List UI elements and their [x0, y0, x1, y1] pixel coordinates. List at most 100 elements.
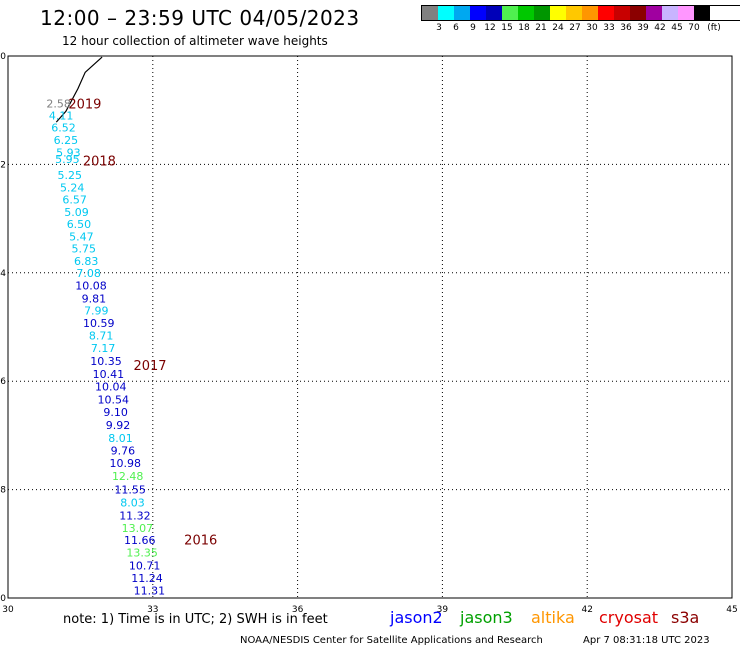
- wave-height-label: 7.17: [91, 342, 116, 355]
- wave-height-label: 4.11: [49, 110, 74, 123]
- wave-height-label: 9.92: [106, 419, 131, 432]
- color-swatch: [614, 6, 630, 20]
- color-scale-label: 6: [453, 23, 459, 33]
- y-tick-label: -30: [0, 52, 6, 62]
- wave-height-label: 10.08: [75, 279, 107, 292]
- wave-height-label: 9.10: [103, 406, 128, 419]
- color-scale-label: 27: [569, 23, 581, 33]
- wave-height-label: 10.98: [110, 457, 142, 470]
- legend-s3a: s3a: [671, 608, 700, 627]
- color-swatch: [518, 6, 534, 20]
- wave-height-label: 10.04: [95, 381, 127, 394]
- wave-height-label: 10.41: [93, 368, 125, 381]
- color-swatch: [550, 6, 566, 20]
- wave-height-label: 11.31: [134, 584, 166, 597]
- color-swatch: [438, 6, 454, 20]
- color-scale-label: 12: [484, 23, 496, 33]
- color-scale-label: 45: [671, 23, 683, 33]
- color-swatch: [582, 6, 598, 20]
- chart-subtitle: 12 hour collection of altimeter wave hei…: [62, 34, 328, 48]
- color-scale-unit: (ft): [707, 23, 721, 33]
- color-swatch: [678, 6, 694, 20]
- wave-height-label: 7.99: [84, 305, 109, 318]
- color-swatch: [646, 6, 662, 20]
- color-swatch: [470, 6, 486, 20]
- wave-height-label: 6.83: [74, 255, 99, 268]
- wave-height-label: 6.52: [51, 122, 76, 135]
- color-scale-label: 70: [688, 23, 700, 33]
- legend-altika: altika: [531, 608, 575, 627]
- x-tick-label: 30: [2, 605, 14, 615]
- color-scale-label: 30: [586, 23, 598, 33]
- wave-height-label: 6.57: [62, 194, 87, 207]
- wave-height-label: 5.24: [60, 182, 85, 195]
- wave-height-label: 5.09: [64, 206, 89, 219]
- wave-height-label: 10.59: [83, 317, 115, 330]
- x-tick-label: 45: [726, 605, 737, 615]
- color-swatch: [694, 6, 710, 20]
- color-scale-label: 36: [620, 23, 632, 33]
- wave-height-label: 8.03: [120, 497, 145, 510]
- color-swatch: [566, 6, 582, 20]
- wave-height-label: 7.08: [76, 267, 101, 280]
- color-scale-labels: 3 6 9 12 15 18 21 24 27 30 33 36 39 42 45 70 (ft): [421, 21, 740, 35]
- year-label: 2017: [133, 359, 166, 374]
- color-scale-label: 33: [603, 23, 615, 33]
- color-swatch: [598, 6, 614, 20]
- footer-credit: NOAA/NESDIS Center for Satellite Applica…: [240, 635, 543, 646]
- color-scale-label: 42: [654, 23, 666, 33]
- wave-height-label: 5.75: [72, 242, 97, 255]
- wave-height-label: 5.25: [58, 169, 83, 182]
- y-tick-label: -34: [0, 269, 6, 279]
- wave-height-label: 9.81: [82, 292, 107, 305]
- color-swatch: [502, 6, 518, 20]
- y-tick-label: -32: [0, 160, 6, 170]
- wave-height-label: 11.24: [131, 572, 163, 585]
- wave-height-label: 5.95: [55, 153, 80, 166]
- wave-height-label: 12.48: [112, 470, 144, 483]
- plot-frame: [7, 55, 733, 599]
- color-swatch: [454, 6, 470, 20]
- wave-height-label: 2.58: [46, 98, 71, 111]
- footer-timestamp: Apr 7 08:31:18 UTC 2023: [583, 635, 710, 646]
- wave-height-label: 8.71: [89, 330, 114, 343]
- color-scale-label: 18: [518, 23, 530, 33]
- color-scale-label: 39: [637, 23, 649, 33]
- wave-height-label: 5.93: [56, 146, 81, 159]
- wave-height-label: 11.55: [114, 484, 146, 497]
- wave-height-label: 10.35: [90, 355, 122, 368]
- color-swatch: [422, 6, 438, 20]
- y-tick-label: -36: [0, 377, 6, 387]
- color-swatch: [534, 6, 550, 20]
- legend-cryosat: cryosat: [599, 608, 659, 627]
- wave-height-label: 10.54: [97, 394, 129, 407]
- y-tick-label: -38: [0, 486, 6, 496]
- color-scale-label: 15: [501, 23, 513, 33]
- wave-height-label: 5.47: [69, 230, 94, 243]
- color-swatch: [662, 6, 678, 20]
- color-scale-label: 9: [470, 23, 476, 33]
- color-scale-swatches: [421, 5, 740, 21]
- footer-note: note: 1) Time is in UTC; 2) SWH is in fe…: [63, 612, 328, 627]
- x-tick-label: 33: [147, 605, 158, 615]
- wave-height-label: 13.07: [122, 522, 154, 535]
- wave-height-label: 6.50: [67, 218, 92, 231]
- legend-jason3: jason3: [460, 608, 513, 627]
- wave-height-label: 6.25: [54, 134, 79, 147]
- coastline: [55, 56, 103, 123]
- legend-jason2: jason2: [390, 608, 443, 627]
- wave-height-label: 11.32: [119, 510, 151, 523]
- wave-height-label: 10.71: [129, 559, 161, 572]
- wave-height-label: 9.76: [111, 445, 136, 458]
- wave-height-label: 8.01: [108, 432, 133, 445]
- year-label: 2019: [68, 98, 101, 113]
- color-scale: 3 6 9 12 15 18 21 24 27 30 33 36 39 42 45 70 (ft): [421, 5, 740, 35]
- x-tick-label: 39: [437, 605, 449, 615]
- color-swatch: [630, 6, 646, 20]
- x-tick-label: 36: [292, 605, 304, 615]
- color-swatch: [486, 6, 502, 20]
- x-tick-label: 42: [581, 605, 592, 615]
- wave-height-label: 11.66: [124, 534, 156, 547]
- y-tick-label: -40: [0, 594, 6, 604]
